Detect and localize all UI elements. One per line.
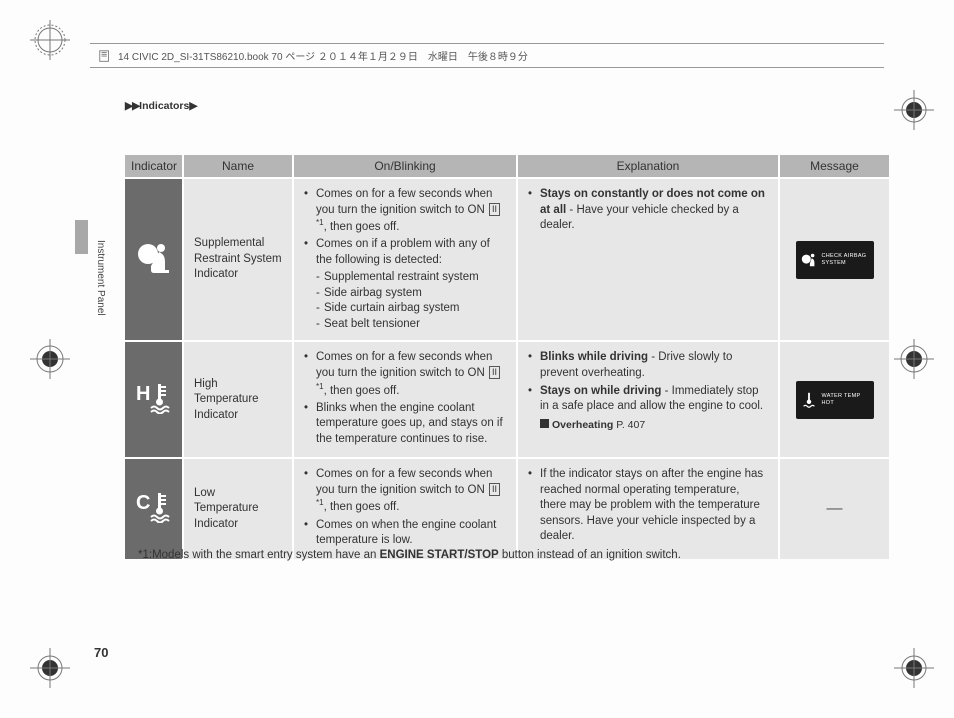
indicator-name: Low Temperature Indicator <box>183 458 293 558</box>
crop-mark-icon <box>894 648 934 688</box>
indicator-icon-cell <box>125 178 183 341</box>
on-blinking-cell: Comes on for a few seconds when you turn… <box>293 458 517 558</box>
table-row: Supplemental Restraint System IndicatorC… <box>125 178 889 341</box>
message-cell: — <box>779 458 889 558</box>
temperature-icon: H <box>133 380 175 414</box>
indicator-table: Indicator Name On/Blinking Explanation M… <box>125 155 889 559</box>
on-blinking-cell: Comes on for a few seconds when you turn… <box>293 341 517 458</box>
col-explanation: Explanation <box>517 155 779 178</box>
table-row: C Low Temperature IndicatorComes on for a… <box>125 458 889 558</box>
explanation-cell: If the indicator stays on after the engi… <box>517 458 779 558</box>
temperature-icon: C <box>133 489 175 523</box>
explanation-cell: Blinks while driving - Drive slowly to p… <box>517 341 779 458</box>
footnote: *1:Models with the smart entry system ha… <box>138 549 681 561</box>
section-label: Instrument Panel <box>95 240 106 316</box>
indicator-name: Supplemental Restraint System Indicator <box>183 178 293 341</box>
svg-text:C: C <box>136 492 150 514</box>
message-thumbnail: CHECK AIRBAG SYSTEM <box>796 241 874 279</box>
message-thumbnail: WATER TEMP HOT <box>796 381 874 419</box>
message-cell: WATER TEMP HOT <box>779 341 889 458</box>
table-row: H High Temperature IndicatorComes on for … <box>125 341 889 458</box>
indicator-icon-cell: C <box>125 458 183 558</box>
crop-mark-icon <box>30 339 70 379</box>
section-tab <box>75 220 88 254</box>
crop-mark-icon <box>30 648 70 688</box>
table-header-row: Indicator Name On/Blinking Explanation M… <box>125 155 889 178</box>
col-indicator: Indicator <box>125 155 183 178</box>
col-message: Message <box>779 155 889 178</box>
crop-mark-icon <box>30 20 70 60</box>
airbag-icon <box>133 236 175 278</box>
indicator-name: High Temperature Indicator <box>183 341 293 458</box>
indicator-icon-cell: H <box>125 341 183 458</box>
explanation-cell: Stays on constantly or does not come on … <box>517 178 779 341</box>
col-name: Name <box>183 155 293 178</box>
print-header-text: 14 CIVIC 2D_SI-31TS86210.book 70 ページ ２０１… <box>118 48 528 63</box>
on-blinking-cell: Comes on for a few seconds when you turn… <box>293 178 517 341</box>
crop-mark-icon <box>894 339 934 379</box>
breadcrumb: ▶▶Indicators▶ <box>125 100 196 112</box>
print-header: 14 CIVIC 2D_SI-31TS86210.book 70 ページ ２０１… <box>90 43 884 68</box>
message-cell: CHECK AIRBAG SYSTEM <box>779 178 889 341</box>
book-icon <box>98 49 112 63</box>
crop-mark-icon <box>894 90 934 130</box>
col-onblinking: On/Blinking <box>293 155 517 178</box>
page-number: 70 <box>94 645 108 660</box>
svg-text:H: H <box>136 383 150 405</box>
